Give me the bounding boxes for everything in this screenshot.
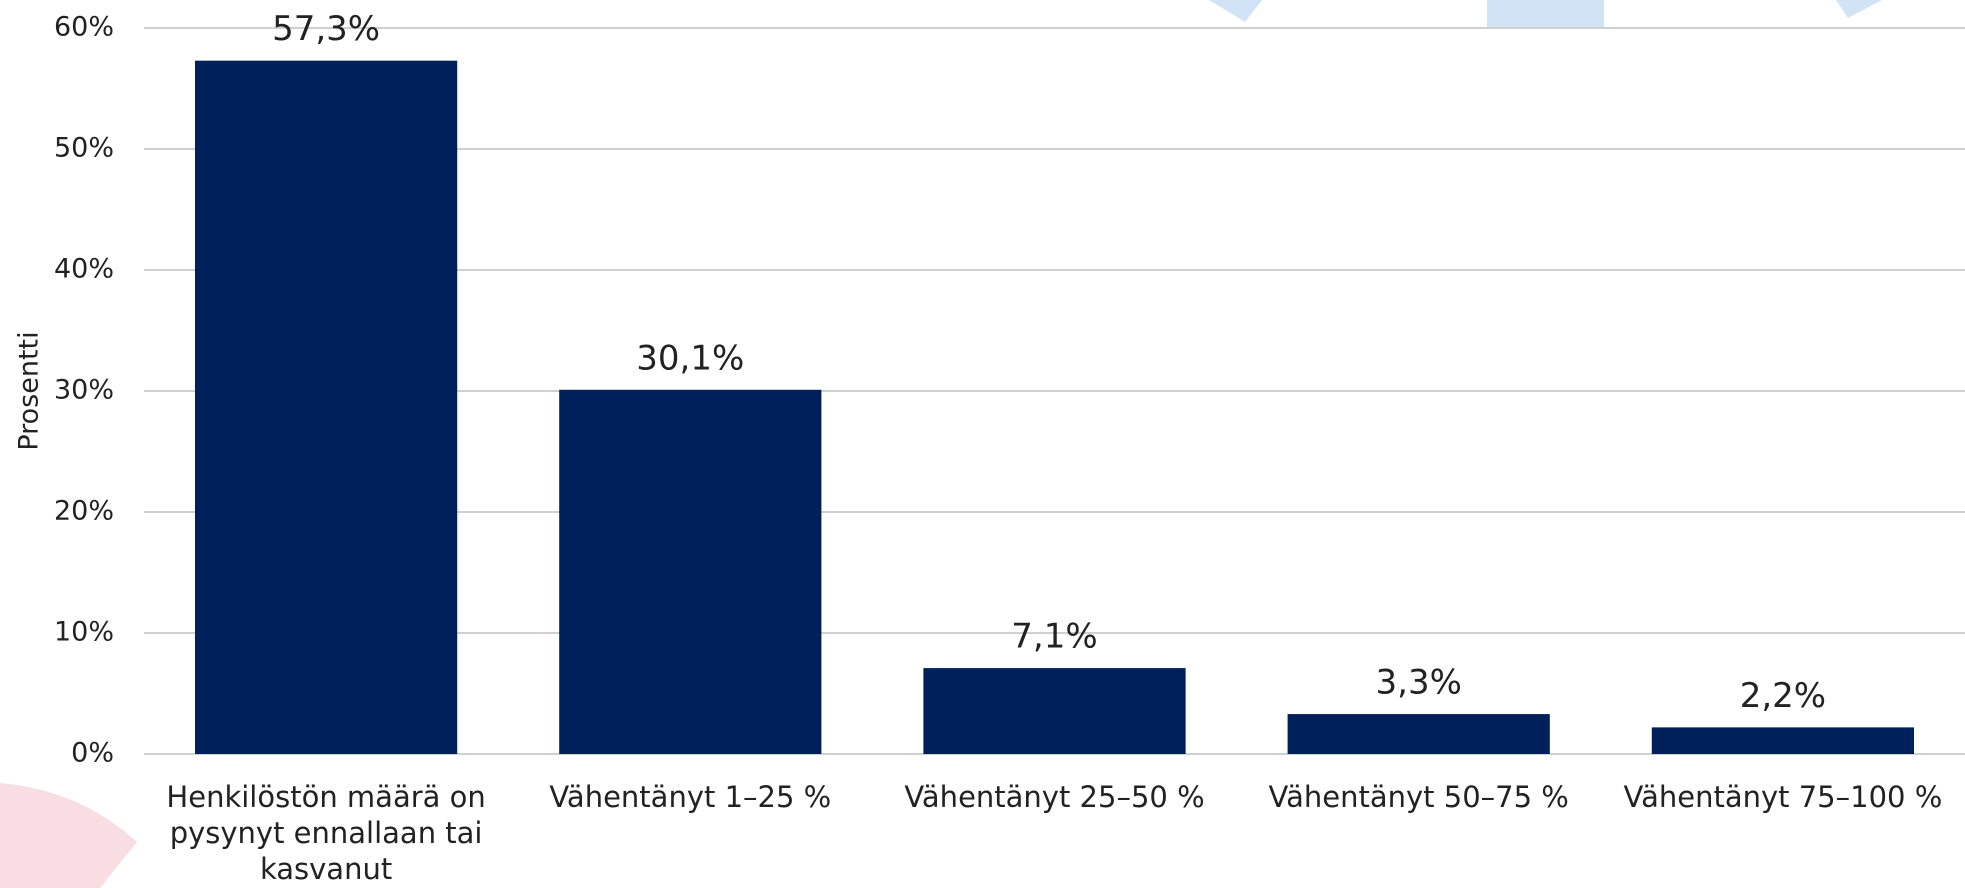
y-tick-label: 10% bbox=[54, 617, 114, 648]
y-tick-label: 30% bbox=[54, 375, 114, 406]
y-tick-label: 40% bbox=[54, 254, 114, 285]
y-tick-label: 20% bbox=[54, 496, 114, 527]
y-tick-label: 50% bbox=[54, 133, 114, 164]
value-label: 3,3% bbox=[1376, 663, 1462, 703]
y-axis-title: Prosentti bbox=[14, 331, 45, 450]
x-tick-label: Vähentänyt 50–75 % bbox=[1268, 780, 1569, 814]
value-label: 57,3% bbox=[272, 9, 380, 49]
y-tick-label: 60% bbox=[54, 12, 114, 43]
value-label: 2,2% bbox=[1740, 676, 1826, 716]
x-tick-label: Vähentänyt 25–50 % bbox=[904, 780, 1205, 814]
x-tick-label: Vähentänyt 1–25 % bbox=[549, 780, 832, 814]
bar bbox=[923, 668, 1186, 754]
x-tick-label: Vähentänyt 75–100 % bbox=[1623, 780, 1943, 814]
background-decoration bbox=[0, 0, 1882, 888]
value-label: 30,1% bbox=[636, 338, 744, 378]
x-tick-label: Henkilöstön määrä on pysynyt ennallaan t… bbox=[166, 780, 486, 886]
y-tick-label: 0% bbox=[71, 738, 114, 769]
bar bbox=[1287, 714, 1550, 754]
value-label: 7,1% bbox=[1011, 617, 1097, 657]
bar bbox=[1651, 727, 1915, 754]
bar bbox=[559, 389, 822, 754]
bar bbox=[194, 60, 458, 755]
